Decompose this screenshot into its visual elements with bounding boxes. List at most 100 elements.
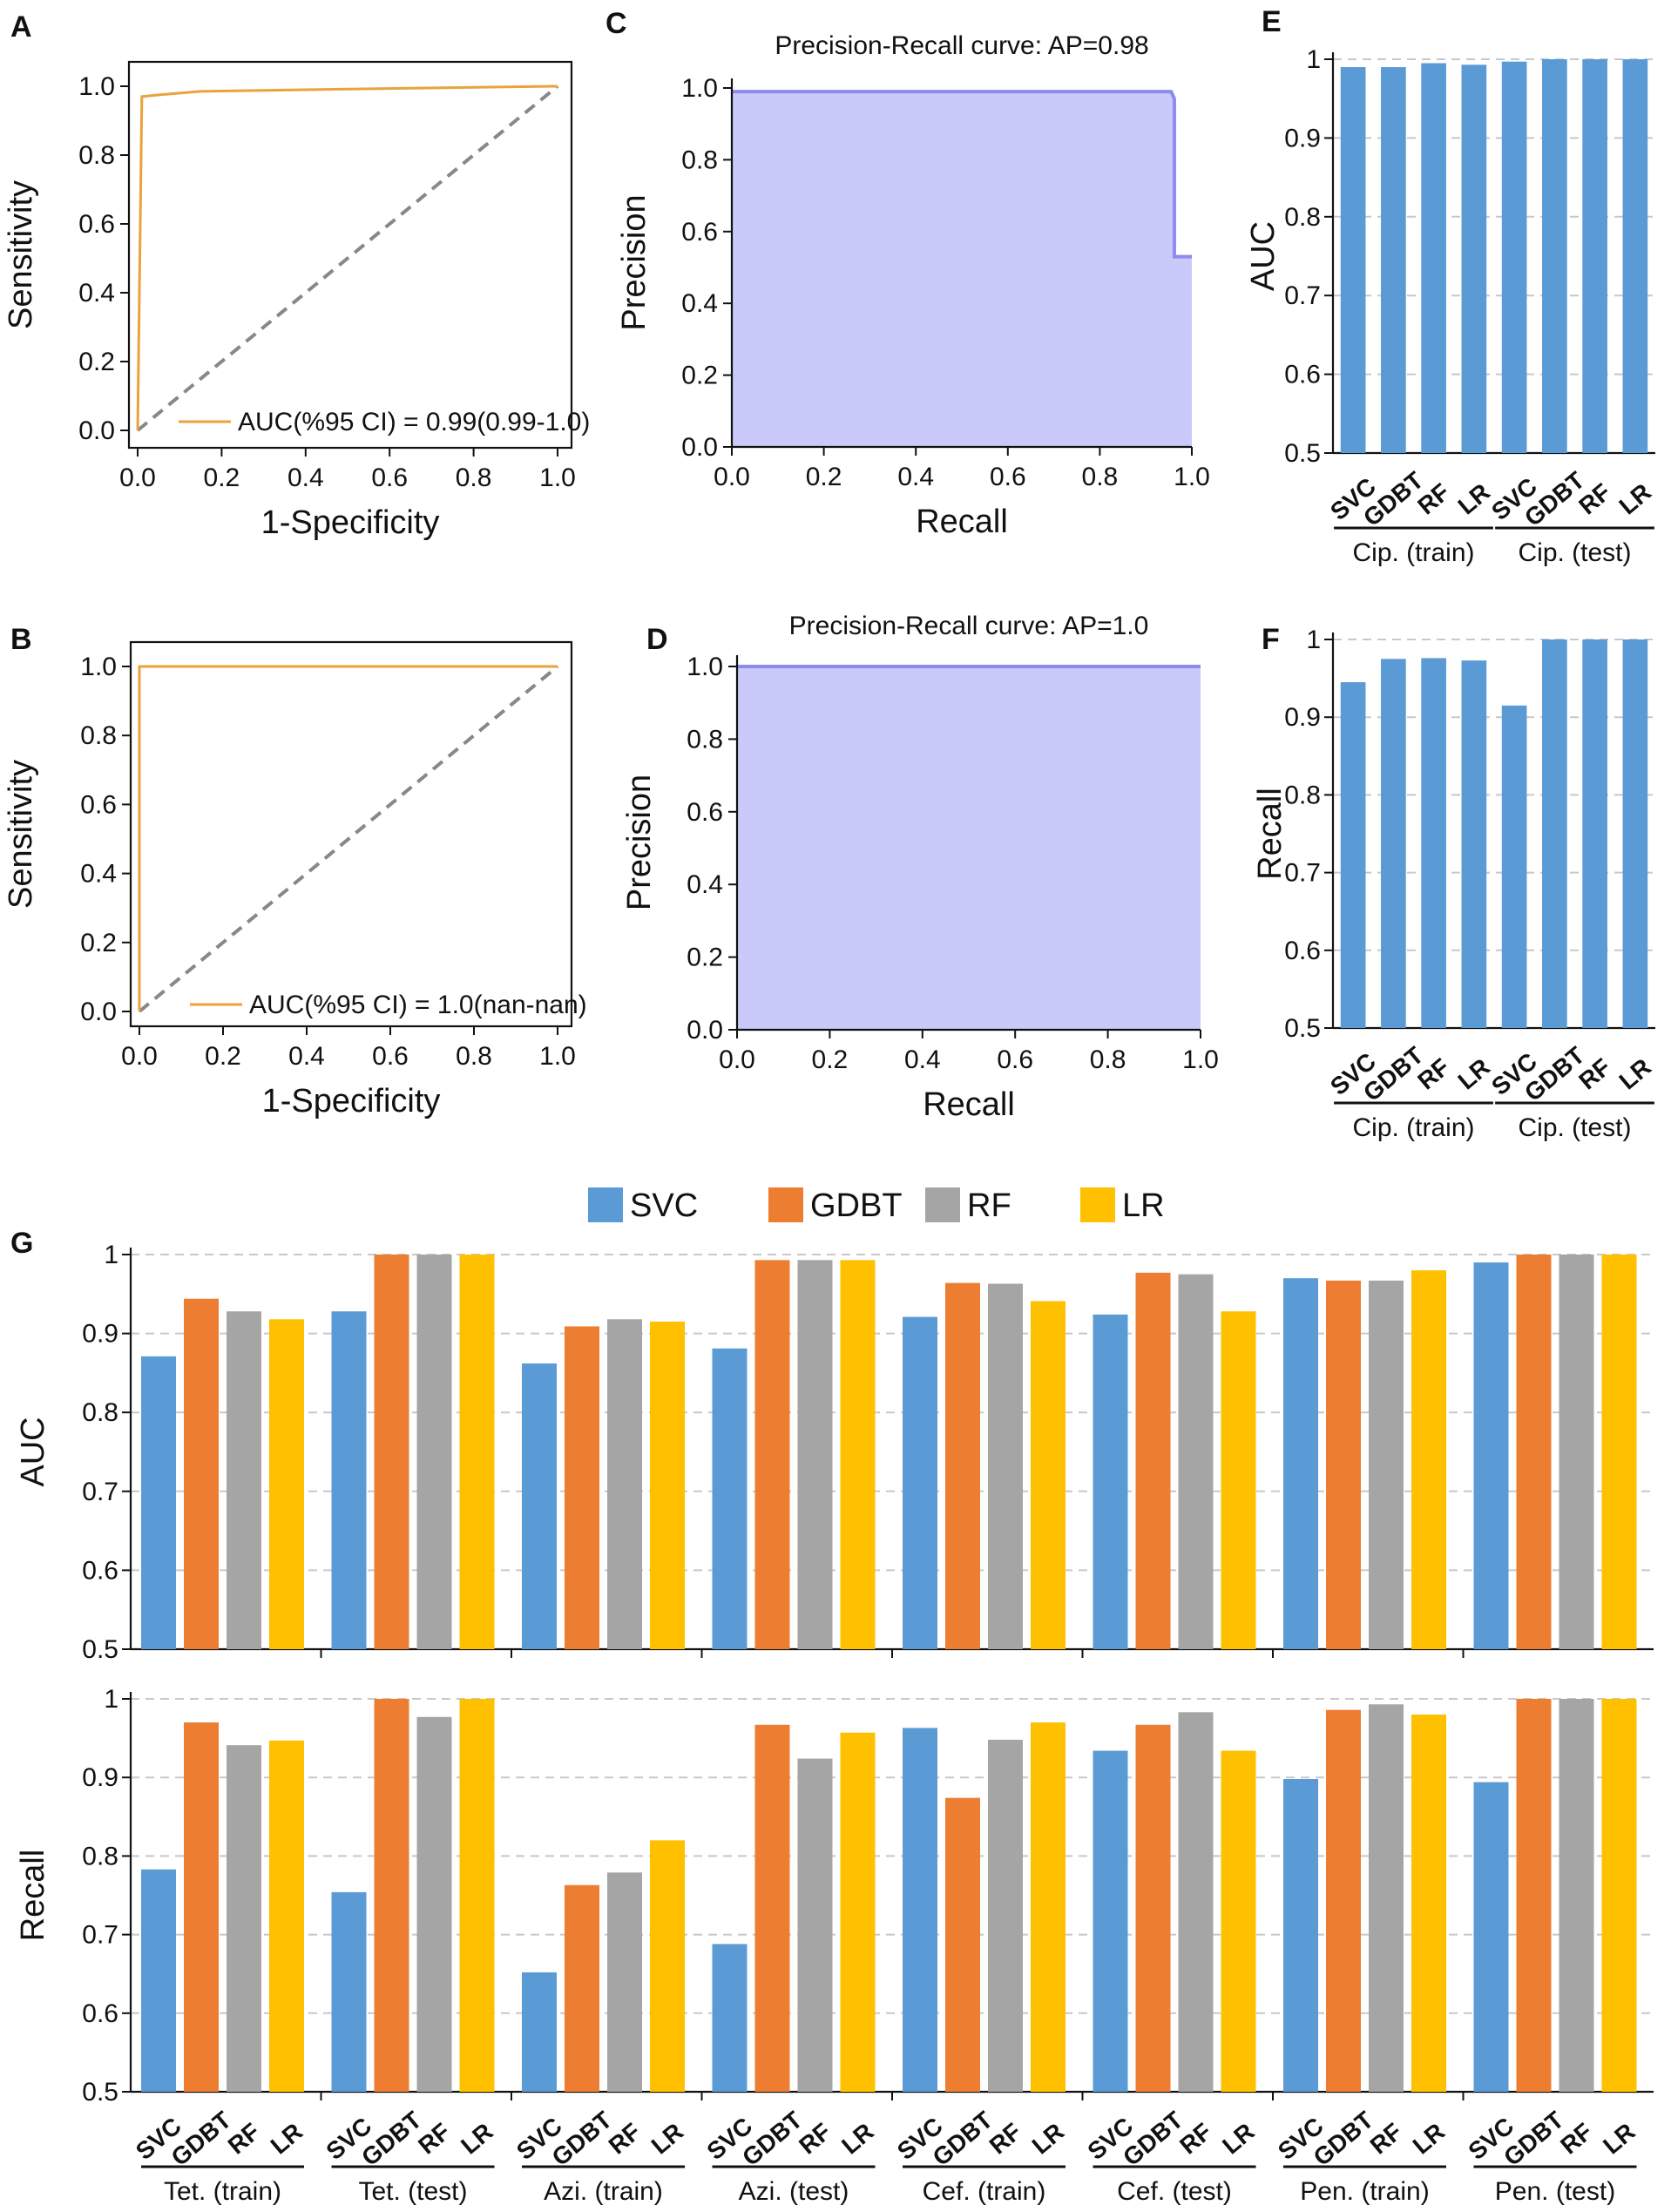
legend-swatch-svc — [588, 1187, 623, 1222]
bar-rf — [607, 1319, 642, 1649]
y-tick-label: 0.4 — [687, 870, 723, 899]
bar-gdbt — [1542, 639, 1567, 1028]
roc-curve — [138, 665, 558, 1011]
group-label-G: Pen. (test) — [1495, 2177, 1615, 2206]
bar-svc — [1283, 1779, 1318, 2092]
bar-lr — [1411, 1270, 1446, 1649]
bar-rf — [1582, 639, 1607, 1028]
y-tick-label: 0.8 — [1284, 781, 1321, 809]
legend-label-svc: SVC — [630, 1187, 698, 1224]
bar-gdbt — [374, 1255, 409, 1649]
y-tick-label: 0.0 — [78, 416, 115, 445]
category-label-E: LR — [1614, 478, 1657, 520]
bar-svc — [712, 1348, 748, 1649]
bar-lr — [650, 1840, 685, 2092]
y-tick-label: 0.2 — [681, 362, 718, 390]
y-tick-label: 0.5 — [1284, 439, 1321, 468]
category-label-G: LR — [1408, 2118, 1451, 2160]
bar-gdbt — [565, 1326, 599, 1649]
x-tick-label: 0.8 — [1090, 1045, 1126, 1074]
bar-rf — [416, 1716, 452, 2092]
x-tick-label: 0.0 — [121, 1042, 158, 1071]
group-label-G: Tet. (train) — [164, 2177, 281, 2206]
bar-lr — [1411, 1715, 1446, 2092]
y-axis-label-G-auc: AUC — [15, 1417, 51, 1486]
bar-gdbt — [565, 1884, 599, 2092]
y-tick-label: 1 — [104, 1685, 118, 1714]
legend-swatch-rf — [925, 1187, 960, 1222]
x-tick-label: 1.0 — [1182, 1045, 1219, 1074]
y-tick-label: 1.0 — [687, 653, 723, 681]
bar-svc — [903, 1316, 937, 1649]
x-tick-label: 0.6 — [997, 1045, 1033, 1074]
bar-svc — [331, 1891, 367, 2092]
bar-lr — [459, 1255, 495, 1649]
bar-lr — [269, 1319, 304, 1649]
bar-lr — [1622, 59, 1648, 453]
legend-label-rf: RF — [967, 1187, 1011, 1224]
bar-lr — [1221, 1750, 1256, 2092]
y-tick-label: 0.9 — [1284, 124, 1321, 152]
y-axis-label-E: AUC — [1245, 221, 1282, 291]
bar-lr — [1601, 1699, 1637, 2092]
plot-frame — [129, 640, 573, 1028]
bar-rf — [1369, 1704, 1404, 2092]
bar-lr — [650, 1322, 685, 1649]
category-label-G: LR — [266, 2118, 308, 2160]
panel-title-C: Precision-Recall curve: AP=0.98 — [775, 31, 1148, 60]
category-label-G: LR — [646, 2118, 689, 2160]
y-tick-label: 0.4 — [80, 860, 117, 889]
x-tick-label: 0.2 — [812, 1045, 849, 1074]
bar-gdbt — [1326, 1709, 1361, 2092]
y-tick-label: 0.4 — [78, 279, 115, 308]
y-tick-label: 1.0 — [80, 653, 117, 681]
y-tick-label: 0.8 — [687, 725, 723, 754]
bar-lr — [1031, 1301, 1066, 1649]
bar-svc — [1473, 1262, 1509, 1649]
bar-svc — [522, 1363, 557, 1649]
bar-gdbt — [184, 1722, 219, 2092]
x-tick-label: 0.6 — [990, 463, 1026, 491]
x-tick-label: 1.0 — [1174, 463, 1210, 491]
y-tick-label: 0.2 — [687, 944, 723, 972]
category-label-G: LR — [1217, 2118, 1260, 2160]
bar-gdbt — [184, 1298, 219, 1649]
x-tick-label: 0.2 — [204, 463, 240, 492]
bar-rf — [607, 1872, 642, 2092]
bar-chart-G-auc — [122, 1248, 1654, 1651]
category-label-G: LR — [456, 2118, 498, 2160]
legend-label-lr: LR — [1122, 1187, 1165, 1224]
y-tick-label: 0.8 — [1284, 203, 1321, 232]
y-tick-label: 0.5 — [82, 1635, 118, 1664]
group-label-G: Cef. (test) — [1117, 2177, 1232, 2206]
x-tick-label: 1.0 — [539, 463, 576, 492]
x-tick-label: 0.4 — [897, 463, 934, 491]
bar-gdbt — [374, 1699, 409, 2092]
panel-label-A: A — [10, 10, 32, 44]
bar-rf — [416, 1255, 452, 1649]
x-tick-label: 0.0 — [119, 463, 156, 492]
bar-gdbt — [945, 1797, 980, 2092]
bar-rf — [1369, 1280, 1404, 1649]
y-tick-label: 0.6 — [687, 798, 723, 827]
y-tick-label: 0.2 — [78, 348, 115, 376]
y-tick-label: 0.0 — [681, 433, 718, 462]
y-tick-label: 0.8 — [82, 1398, 118, 1427]
bar-rf — [1178, 1274, 1214, 1649]
bar-svc — [903, 1728, 937, 2092]
bar-rf — [227, 1311, 261, 1649]
group-label-G: Cef. (train) — [923, 2177, 1046, 2206]
pr-area — [732, 91, 1192, 448]
y-tick-label: 0.7 — [82, 1478, 118, 1506]
bar-rf — [227, 1745, 261, 2092]
y-tick-label: 1 — [1306, 45, 1321, 74]
bar-rf — [1421, 658, 1446, 1028]
panel-B — [122, 640, 573, 1035]
y-tick-label: 0.6 — [80, 790, 117, 819]
y-tick-label: 1 — [104, 1241, 118, 1269]
legend-text-A: AUC(%95 CI) = 0.99(0.99-1.0) — [238, 408, 590, 436]
bar-rf — [988, 1283, 1023, 1649]
y-tick-label: 0.7 — [82, 1921, 118, 1950]
y-tick-label: 0.9 — [1284, 703, 1321, 732]
y-axis-label-F: Recall — [1252, 788, 1289, 880]
